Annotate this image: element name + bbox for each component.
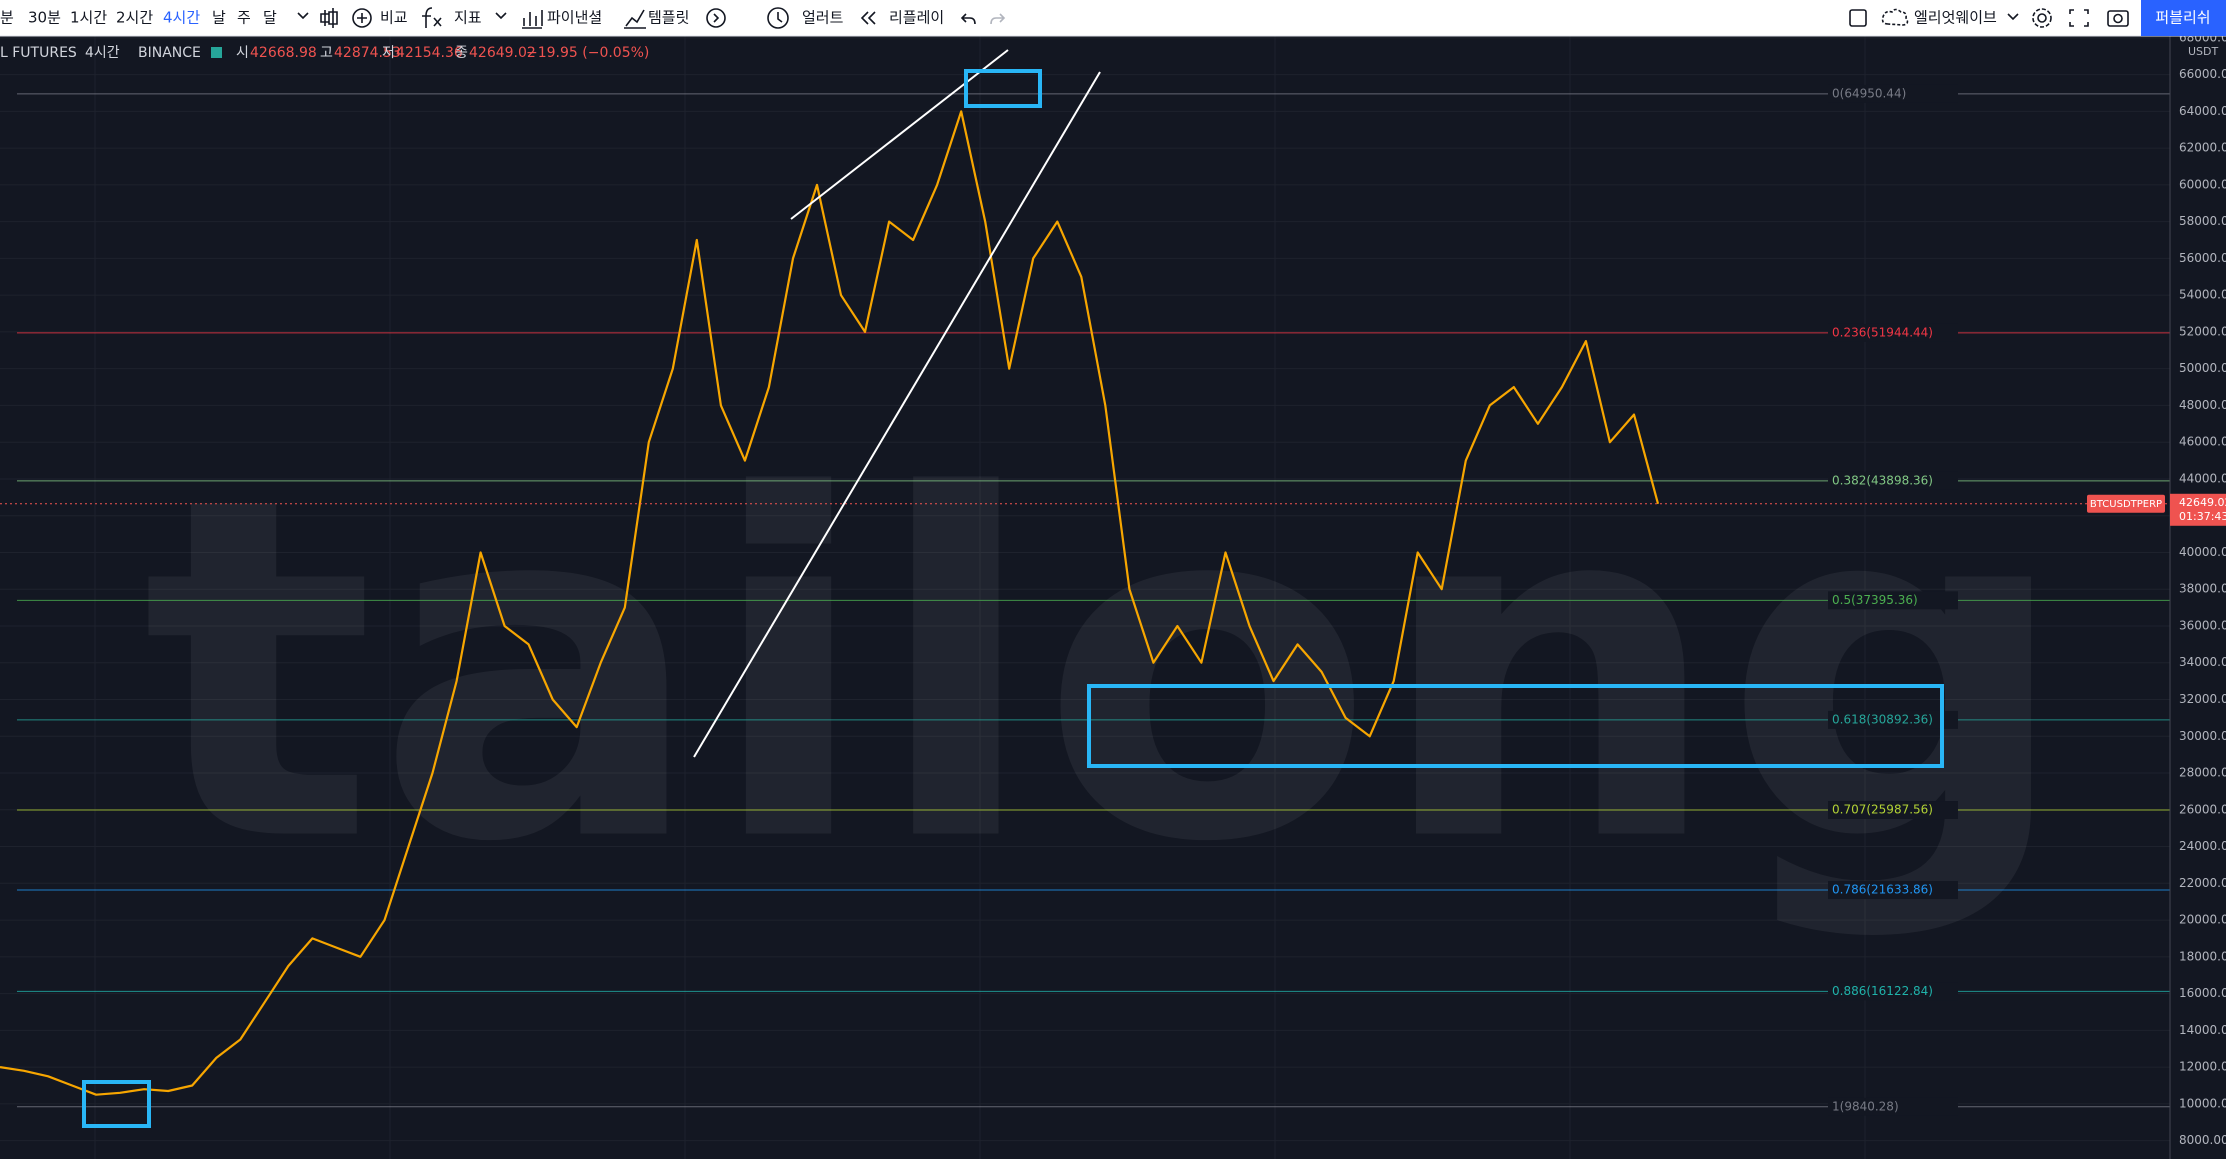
publish-button[interactable] [2141,0,2226,36]
y-tick-label: 44000.00 [2179,471,2226,485]
interval-button[interactable]: 달 [263,9,277,27]
y-tick-label: 40000.00 [2179,545,2226,559]
legend-change: −19.95 (−0.05%) [526,45,649,61]
legend-high-label: 고 [320,45,333,61]
symbol-tag [2087,494,2165,513]
price-axis [2170,36,2226,1159]
y-tick-label: 20000.00 [2179,913,2226,927]
fib-label: 0.382(43898.36) [1832,473,1933,487]
legend-close: 42649.02 [469,45,536,61]
y-tick-label: 18000.00 [2179,949,2226,963]
fib-label: 0.886(16122.84) [1832,984,1933,998]
legend-symbol: L FUTURES [0,45,77,61]
interval-button[interactable]: 2시간 [116,9,153,27]
fib-label: 0.707(25987.56) [1832,803,1933,817]
y-tick-label: 26000.00 [2179,802,2226,816]
toolbar-button[interactable]: 얼러트 [802,9,844,27]
interval-button[interactable]: 30분 [28,9,61,27]
y-tick-label: 46000.00 [2179,435,2226,449]
fib-label-bg [1828,84,1958,103]
toolbar-button[interactable]: 템플릿 [648,9,689,27]
fib-label: 0.5(37395.36) [1832,593,1918,607]
y-tick-label: 66000.00 [2179,67,2226,81]
axis-currency: USDT [2188,45,2219,58]
fib-label: 0.236(51944.44) [1832,325,1933,339]
y-tick-label: 16000.00 [2179,986,2226,1000]
fib-label-bg [1828,982,1958,1001]
price-line [0,110,1660,1096]
layout-name[interactable]: 엘리엇웨이브 [1914,9,1997,27]
price-tag-label: 42649.02 [2179,496,2226,509]
price-tag [2170,493,2226,526]
y-tick-label: 54000.00 [2179,288,2226,302]
y-tick-label: 62000.00 [2179,141,2226,155]
fib-label-bg [1828,1097,1958,1116]
publish-label[interactable]: 퍼블리쉬 [2155,9,2210,27]
y-tick-label: 10000.00 [2179,1096,2226,1110]
watermark: tailong [142,398,2072,945]
toolbar-button[interactable]: 비교 [380,9,408,27]
y-tick-label: 48000.00 [2179,398,2226,412]
y-tick-label: 28000.00 [2179,766,2226,780]
interval-button[interactable]: 1시간 [70,9,107,27]
y-tick-label: 32000.00 [2179,692,2226,706]
y-tick-label: 34000.00 [2179,655,2226,669]
fib-label: 0.618(30892.36) [1832,712,1933,726]
fib-label-bg [1828,710,1958,729]
fib-label-bg [1828,801,1958,820]
interval-button[interactable]: 날 [212,9,226,27]
interval-button[interactable]: 주 [237,9,251,27]
vertical-grid [0,36,2170,1159]
legend-close-label: 종 [455,45,468,61]
legend-exchange: BINANCE [138,45,201,61]
y-tick-label: 50000.00 [2179,361,2226,375]
toolbar [0,0,2226,36]
fib-label-bg [1828,471,1958,490]
fib-label-bg [1828,591,1958,610]
drawings [82,49,1944,1128]
legend-open: 42668.98 [250,45,317,61]
y-tick-label: 38000.00 [2179,582,2226,596]
y-tick-label: 8000.00 [2179,1133,2226,1147]
price-countdown: 01:37:43 [2179,510,2226,523]
toolbar-button[interactable]: 지표 [454,9,482,27]
y-tick-label: 24000.00 [2179,839,2226,853]
fib-label: 1(9840.28) [1832,1099,1899,1113]
symbol-tag-label: BTCUSDTPERP [2090,499,2162,510]
legend-low-label: 저 [382,45,395,61]
fib-label-bg [1828,881,1958,900]
toolbar-button[interactable]: 파이낸셜 [547,9,602,27]
y-tick-label: 30000.00 [2179,729,2226,743]
y-tick-label: 56000.00 [2179,251,2226,265]
toolbar-icons [297,7,2129,29]
y-tick-label: 58000.00 [2179,214,2226,228]
fib-label: 0.786(21633.86) [1832,883,1933,897]
y-tick-label: 12000.00 [2179,1060,2226,1074]
y-tick-label: 60000.00 [2179,177,2226,191]
interval-button[interactable]: 분 [0,9,14,27]
y-tick-label: 36000.00 [2179,618,2226,632]
fib-label: 0(64950.44) [1832,86,1906,100]
toolbar-button[interactable]: 리플레이 [889,9,944,27]
market-status [211,47,222,58]
y-tick-label: 14000.00 [2179,1023,2226,1037]
legend-low: 42154.36 [396,45,463,61]
y-tick-label: 52000.00 [2179,324,2226,338]
y-tick-label: 64000.00 [2179,104,2226,118]
legend-open-label: 시 [236,45,249,61]
y-tick-label: 22000.00 [2179,876,2226,890]
legend-high: 42874.53 [334,45,401,61]
legend-interval: 4시간 [85,45,120,61]
fib-label-bg [1828,323,1958,342]
interval-button[interactable]: 4시간 [163,9,200,27]
